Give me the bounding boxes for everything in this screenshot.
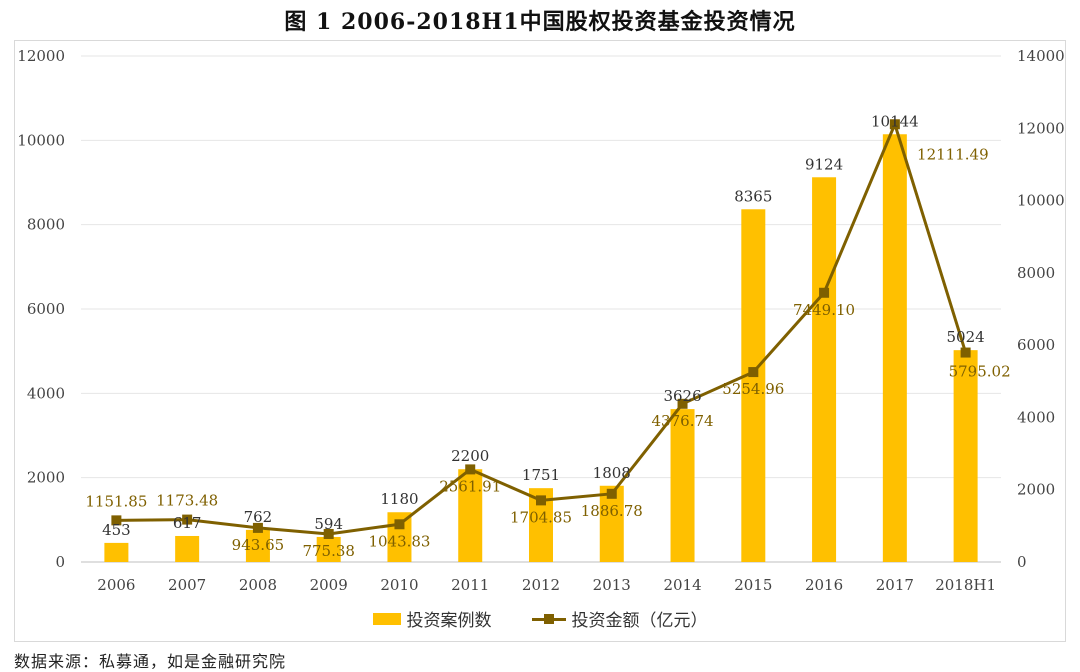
y-left-tick-label: 12000 xyxy=(17,47,65,65)
line-data-label: 1173.48 xyxy=(156,492,218,510)
line-swatch-icon xyxy=(531,613,566,625)
y-left-tick-label: 2000 xyxy=(27,469,65,487)
y-left-tick-label: 6000 xyxy=(27,300,65,318)
x-tick-label: 2018H1 xyxy=(935,576,996,594)
legend-line-label: 投资金额（亿元） xyxy=(571,611,708,631)
bar-data-label: 10144 xyxy=(871,112,919,130)
bar xyxy=(104,542,129,562)
bar xyxy=(741,209,766,563)
bar-data-label: 762 xyxy=(244,508,273,526)
bar-data-label: 1751 xyxy=(522,466,560,484)
bar-data-label: 9124 xyxy=(805,155,843,173)
bar xyxy=(670,409,695,562)
line-point xyxy=(889,119,900,130)
line-data-label: 943.65 xyxy=(232,536,285,554)
x-tick-label: 2014 xyxy=(663,576,701,594)
line-point xyxy=(960,347,971,358)
chart-title: 图 1 2006-2018H1中国股权投资基金投资情况 xyxy=(284,9,796,35)
legend-bar-label: 投资案例数 xyxy=(406,611,492,631)
legend-item-bar: 投资案例数 xyxy=(372,606,492,631)
line-point xyxy=(677,398,688,409)
bar-data-label: 453 xyxy=(102,521,131,539)
y-right-tick-label: 4000 xyxy=(1017,408,1055,426)
bar-data-label: 8365 xyxy=(734,187,772,205)
chart-frame: 0 2000 4000 6000 8000 10000 12000 0 2000 4000 6000… xyxy=(14,40,1066,642)
x-tick-label: 2012 xyxy=(522,576,560,594)
x-tick-label: 2013 xyxy=(593,576,631,594)
line-data-label: 1886.78 xyxy=(581,502,643,520)
line-point xyxy=(819,287,830,298)
line-data-label: 5254.96 xyxy=(722,380,784,398)
y-left-tick-label: 10000 xyxy=(17,131,65,149)
line-point xyxy=(536,495,546,506)
y-right-tick-label: 14000 xyxy=(1017,47,1065,65)
bar xyxy=(953,350,978,562)
line-point xyxy=(323,528,334,539)
y-left-tick-label: 4000 xyxy=(27,384,65,402)
bar xyxy=(812,177,837,562)
bar-data-label: 594 xyxy=(314,515,343,533)
line-point xyxy=(182,514,193,525)
line-point xyxy=(606,488,617,499)
bar xyxy=(245,529,270,562)
y-right-tick-label: 2000 xyxy=(1017,481,1055,499)
bar-data-label: 1180 xyxy=(380,490,418,508)
combo-chart: 0 2000 4000 6000 8000 10000 12000 0 2000 4000 6000… xyxy=(17,47,1065,594)
y-left-tick-label: 0 xyxy=(55,553,65,571)
line-data-label: 4376.74 xyxy=(652,412,714,430)
x-tick-label: 2007 xyxy=(168,576,206,594)
y-right-tick-label: 0 xyxy=(1017,553,1027,571)
bar xyxy=(175,535,200,562)
bar-data-label: 5024 xyxy=(947,328,985,346)
source-note: 数据来源：私募通，如是金融研究院 xyxy=(14,652,287,671)
line-point xyxy=(252,522,263,533)
x-tick-label: 2009 xyxy=(310,576,348,594)
line-data-label: 7449.10 xyxy=(793,301,855,319)
line-data-label: 1151.85 xyxy=(85,492,147,510)
bar xyxy=(316,536,341,562)
line-point xyxy=(748,367,759,378)
line-data-label: 1704.85 xyxy=(510,508,572,526)
y-right-tick-label: 12000 xyxy=(1017,119,1065,137)
legend-item-line: 投资金额（亿元） xyxy=(531,606,708,631)
line-data-label: 12111.49 xyxy=(917,145,989,163)
y-left-tick-label: 8000 xyxy=(27,216,65,234)
x-tick-label: 2011 xyxy=(451,576,489,594)
line-data-label: 5795.02 xyxy=(949,363,1011,381)
y-right-tick-label: 10000 xyxy=(1017,192,1065,210)
bar-data-label: 2200 xyxy=(451,447,489,465)
line-point xyxy=(111,515,122,526)
y-right-tick-label: 8000 xyxy=(1017,264,1055,282)
bar-swatch-icon xyxy=(372,612,401,625)
line-data-label: 1043.83 xyxy=(368,532,430,550)
x-tick-label: 2017 xyxy=(876,576,914,594)
x-tick-label: 2015 xyxy=(734,576,772,594)
line-data-label: 2561.91 xyxy=(439,477,501,495)
bar xyxy=(458,469,483,562)
line-point xyxy=(394,519,405,530)
bar xyxy=(882,134,907,562)
x-tick-label: 2016 xyxy=(805,576,843,594)
line-data-label: 775.38 xyxy=(302,542,355,560)
line-point xyxy=(465,464,476,475)
bar-data-label: 617 xyxy=(173,514,202,532)
x-tick-label: 2010 xyxy=(380,576,418,594)
x-tick-label: 2008 xyxy=(239,576,277,594)
y-right-tick-label: 6000 xyxy=(1017,336,1055,354)
bar-data-label: 1808 xyxy=(593,464,631,482)
legend: 投资案例数 投资金额（亿元） xyxy=(0,606,1080,631)
bar-data-label: 3626 xyxy=(663,387,701,405)
x-tick-label: 2006 xyxy=(97,576,135,594)
